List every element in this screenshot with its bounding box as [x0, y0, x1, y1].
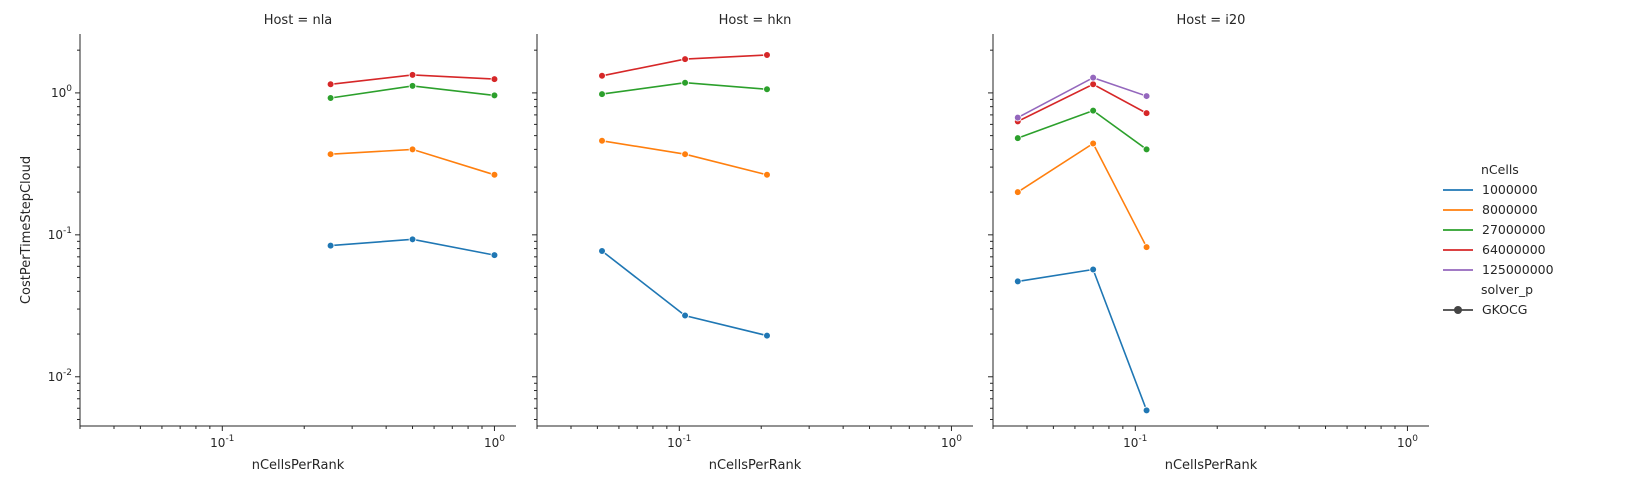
data-point — [490, 251, 499, 259]
data-point — [681, 150, 689, 158]
data-point — [1089, 139, 1097, 148]
data-point — [598, 247, 606, 255]
data-point — [598, 71, 606, 80]
data-point — [1142, 406, 1151, 415]
series-line — [330, 148, 495, 176]
data-point — [1013, 188, 1022, 196]
series-64000000 — [598, 51, 771, 80]
data-point — [1142, 92, 1151, 100]
data-point — [1142, 145, 1151, 154]
data-point — [681, 78, 689, 87]
data-point — [1142, 243, 1151, 251]
series-line — [601, 250, 768, 337]
data-point — [598, 136, 606, 145]
data-point — [408, 82, 417, 90]
legend-entry: 8000000 — [1443, 202, 1538, 217]
legend-label: 64000000 — [1482, 242, 1546, 257]
panel-title: Host = nla — [264, 13, 333, 28]
data-point — [490, 91, 499, 100]
data-point — [763, 51, 771, 59]
series-8000000 — [1013, 139, 1151, 251]
series-27000000 — [326, 82, 499, 102]
legend-entry: GKOCG — [1443, 302, 1527, 317]
series-27000000 — [1013, 106, 1151, 154]
x-tick-label: 10-1 — [1123, 434, 1147, 450]
legend-label: GKOCG — [1482, 302, 1527, 317]
data-point — [1089, 265, 1097, 274]
data-point — [326, 80, 335, 89]
data-point — [598, 90, 606, 98]
x-tick-label: 100 — [1397, 434, 1418, 450]
series-1000000 — [326, 235, 499, 259]
data-point — [763, 85, 771, 94]
data-point — [490, 75, 499, 83]
data-point — [1089, 73, 1097, 82]
y-tick-label: 10-2 — [48, 368, 72, 384]
data-point — [763, 170, 771, 179]
series-1000000 — [598, 247, 771, 340]
x-tick-label: 10-1 — [210, 434, 234, 450]
series-125000000 — [1013, 73, 1151, 122]
series-line — [1017, 109, 1148, 151]
panel-hkn: Host = hkn 10-1 100 nCellsPerRank — [532, 13, 973, 473]
legend-label: 27000000 — [1482, 222, 1546, 237]
data-point — [681, 311, 689, 320]
x-tick-label: 10-1 — [667, 434, 691, 450]
data-point — [763, 331, 771, 340]
legend-label: 8000000 — [1482, 202, 1538, 217]
panel-nla: Host = nla 10-2 10-1 100 10-1 100 nCellsPerRan… — [48, 13, 516, 473]
legend-entry: 1000000 — [1443, 182, 1538, 197]
data-point — [490, 170, 499, 179]
x-axis-label: nCellsPerRank — [1165, 458, 1258, 473]
series-8000000 — [326, 145, 499, 179]
x-tick-label: 100 — [941, 434, 962, 450]
x-axis-label: nCellsPerRank — [709, 458, 802, 473]
data-point — [681, 55, 689, 63]
legend-style-title: solver_p — [1481, 282, 1533, 297]
legend-entry: 27000000 — [1443, 222, 1546, 237]
data-point — [408, 235, 417, 244]
series-1000000 — [1013, 265, 1151, 415]
x-tick-label: 100 — [484, 434, 505, 450]
data-point — [408, 71, 417, 79]
data-point — [326, 150, 335, 158]
legend-hue-title: nCells — [1481, 162, 1519, 177]
series-27000000 — [598, 78, 771, 98]
series-line — [1017, 142, 1148, 248]
series-64000000 — [326, 71, 499, 89]
x-axis-label: nCellsPerRank — [252, 458, 345, 473]
panel-title: Host = i20 — [1177, 13, 1246, 28]
panel-i20: Host = i20 10-1 100 nCellsPerRank — [988, 13, 1429, 473]
legend: nCells 1000000 8000000 27000000 64000000 1250… — [1443, 162, 1554, 317]
y-axis-label: CostPerTimeStepCloud — [19, 156, 34, 304]
panel-title: Host = hkn — [719, 13, 792, 28]
data-point — [1142, 109, 1151, 117]
legend-entry: 125000000 — [1443, 262, 1554, 277]
data-point — [1089, 106, 1097, 115]
series-64000000 — [1013, 80, 1151, 126]
data-point — [1013, 113, 1022, 122]
legend-label: 125000000 — [1482, 262, 1554, 277]
data-point — [408, 145, 417, 154]
y-tick-label: 10-1 — [48, 226, 72, 242]
series-line — [1017, 268, 1148, 411]
data-point — [326, 94, 335, 102]
series-8000000 — [598, 136, 771, 179]
y-tick-label: 100 — [51, 84, 72, 100]
data-point — [1089, 80, 1097, 89]
legend-marker — [1454, 306, 1462, 314]
legend-entry: 64000000 — [1443, 242, 1546, 257]
data-point — [326, 241, 335, 250]
chart-panels: Host = nla 10-2 10-1 100 10-1 100 nCellsPerRan… — [48, 13, 1429, 473]
data-point — [1013, 134, 1022, 142]
data-point — [1013, 277, 1022, 286]
legend-label: 1000000 — [1482, 182, 1538, 197]
